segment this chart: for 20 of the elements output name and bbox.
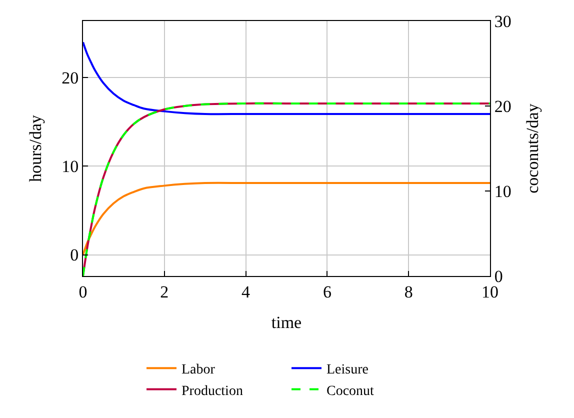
y-tick-label: 10: [62, 157, 79, 176]
y2-tick-label: 30: [494, 12, 512, 31]
y-axis-title: hours/day: [26, 114, 46, 182]
line-series: [83, 182, 490, 256]
legend-label: Leisure: [326, 362, 368, 378]
y2-tick-label: 20: [494, 96, 512, 116]
x-tick-label: 4: [242, 282, 251, 302]
legend-label: Production: [182, 384, 243, 399]
y-tick-label: 0: [70, 246, 79, 265]
x-tick-label: 2: [160, 282, 169, 302]
y2-axis-title: coconuts/day: [522, 103, 542, 194]
y2-tick-label: 10: [494, 182, 512, 201]
legend-label: Labor: [182, 362, 216, 378]
x-tick-label: 6: [322, 282, 332, 302]
line-series: [83, 102, 490, 276]
legend-label: Coconut: [326, 384, 374, 399]
x-tick-label: 8: [404, 282, 413, 302]
line-series: [83, 41, 490, 116]
x-axis-title: time: [271, 312, 302, 332]
y-tick-label: 20: [62, 68, 79, 88]
